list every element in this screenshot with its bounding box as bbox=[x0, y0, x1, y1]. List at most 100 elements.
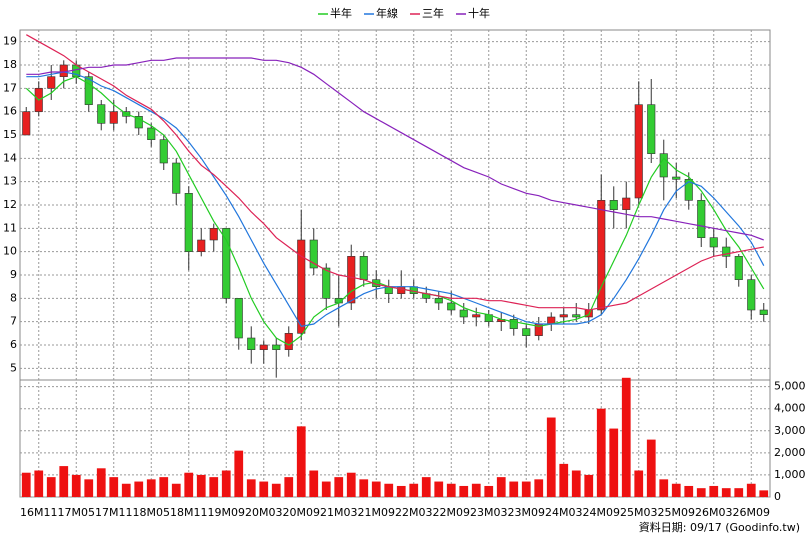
volume-bar bbox=[159, 477, 169, 497]
volume-bar bbox=[684, 485, 694, 497]
candle-body bbox=[684, 179, 693, 201]
candle-body bbox=[722, 246, 731, 257]
volume-bar bbox=[559, 463, 569, 497]
volume-tick-label: 2,000 bbox=[774, 446, 806, 459]
candle-body bbox=[322, 267, 331, 299]
volume-bar bbox=[146, 479, 156, 497]
legend-label: 年線 bbox=[376, 6, 398, 20]
candle-body bbox=[734, 256, 743, 280]
volume-bar bbox=[471, 483, 481, 497]
footnote: 資料日期: 09/17 (Goodinfo.tw) bbox=[639, 520, 800, 534]
volume-bar bbox=[659, 479, 669, 497]
volume-bar bbox=[321, 481, 331, 497]
volume-bar bbox=[434, 481, 444, 497]
volume-tick-label: 4,000 bbox=[774, 402, 806, 415]
volume-bar bbox=[746, 483, 756, 497]
x-tick-label: 21M03 bbox=[320, 506, 358, 519]
volume-tick-label: 1,000 bbox=[774, 468, 806, 481]
volume-bar bbox=[109, 477, 119, 497]
volume-bar bbox=[521, 481, 531, 497]
volume-bar bbox=[721, 488, 731, 497]
x-tick-label: 23M03 bbox=[470, 506, 508, 519]
candle-body bbox=[559, 314, 568, 318]
volume-bar bbox=[384, 483, 394, 497]
volume-bar bbox=[334, 477, 344, 497]
volume-bar bbox=[171, 483, 181, 497]
x-tick-label: 19M09 bbox=[208, 506, 246, 519]
volume-bar bbox=[696, 488, 706, 497]
y-tick-label: 19 bbox=[3, 35, 17, 48]
volume-bar bbox=[496, 477, 506, 497]
candle-body bbox=[659, 153, 668, 178]
volume-bar bbox=[571, 470, 581, 497]
candle-body bbox=[222, 228, 231, 299]
volume-bar bbox=[371, 481, 381, 497]
y-tick-label: 9 bbox=[10, 268, 17, 281]
candle-body bbox=[709, 237, 718, 248]
volume-bar bbox=[584, 474, 594, 497]
candle-body bbox=[209, 228, 218, 241]
x-tick-label: 24M03 bbox=[545, 506, 583, 519]
volume-bar bbox=[96, 468, 106, 497]
x-tick-label: 26M03 bbox=[695, 506, 733, 519]
candle-body bbox=[759, 309, 768, 315]
volume-bar bbox=[59, 466, 69, 497]
volume-bar bbox=[396, 485, 406, 497]
candle-body bbox=[159, 139, 168, 164]
candle-body bbox=[272, 344, 281, 350]
y-tick-label: 17 bbox=[3, 81, 17, 94]
volume-bar bbox=[734, 488, 744, 497]
volume-bar bbox=[309, 470, 319, 497]
candle-body bbox=[697, 200, 706, 238]
x-tick-label: 18M11 bbox=[170, 506, 208, 519]
y-tick-label: 8 bbox=[10, 291, 17, 304]
candle-body bbox=[672, 176, 681, 180]
legend-label: 十年 bbox=[468, 6, 490, 20]
y-tick-label: 12 bbox=[3, 198, 17, 211]
y-tick-label: 5 bbox=[10, 361, 17, 374]
volume-bar bbox=[121, 483, 131, 497]
y-tick-label: 6 bbox=[10, 338, 17, 351]
candle-body bbox=[197, 239, 206, 252]
volume-bar bbox=[709, 485, 719, 497]
candle-body bbox=[109, 111, 118, 124]
volume-bar bbox=[646, 439, 656, 497]
candle-body bbox=[347, 256, 356, 304]
candle-body bbox=[84, 76, 93, 105]
volume-bar bbox=[259, 481, 269, 497]
x-tick-label: 16M11 bbox=[20, 506, 58, 519]
candle-body bbox=[622, 197, 631, 210]
x-tick-label: 25M03 bbox=[620, 506, 658, 519]
legend-label: 三年 bbox=[422, 6, 444, 20]
candle-body bbox=[97, 104, 106, 124]
volume-bar bbox=[621, 377, 631, 497]
candle-body bbox=[472, 314, 481, 318]
y-tick-label: 18 bbox=[3, 58, 17, 71]
volume-bar bbox=[534, 479, 544, 497]
candle-body bbox=[634, 104, 643, 199]
candle-body bbox=[309, 239, 318, 269]
volume-tick-label: 5,000 bbox=[774, 380, 806, 393]
y-tick-label: 10 bbox=[3, 245, 17, 258]
volume-bar bbox=[509, 481, 519, 497]
candle-body bbox=[747, 279, 756, 311]
volume-bar bbox=[759, 490, 769, 497]
volume-tick-label: 0 bbox=[774, 490, 781, 503]
candle-body bbox=[572, 314, 581, 318]
volume-bar bbox=[134, 481, 144, 497]
volume-bar bbox=[421, 477, 431, 497]
x-tick-label: 20M03 bbox=[245, 506, 283, 519]
candle-body bbox=[609, 200, 618, 210]
x-tick-label: 24M09 bbox=[583, 506, 621, 519]
candle-body bbox=[647, 104, 656, 154]
volume-bar bbox=[184, 472, 194, 497]
volume-bar bbox=[196, 474, 206, 497]
legend-label: 半年 bbox=[330, 6, 352, 20]
candle-body bbox=[522, 328, 531, 336]
volume-bar bbox=[446, 483, 456, 497]
x-tick-label: 22M09 bbox=[433, 506, 471, 519]
volume-bar bbox=[346, 472, 356, 497]
volume-bar bbox=[246, 479, 256, 497]
x-tick-label: 23M09 bbox=[508, 506, 546, 519]
